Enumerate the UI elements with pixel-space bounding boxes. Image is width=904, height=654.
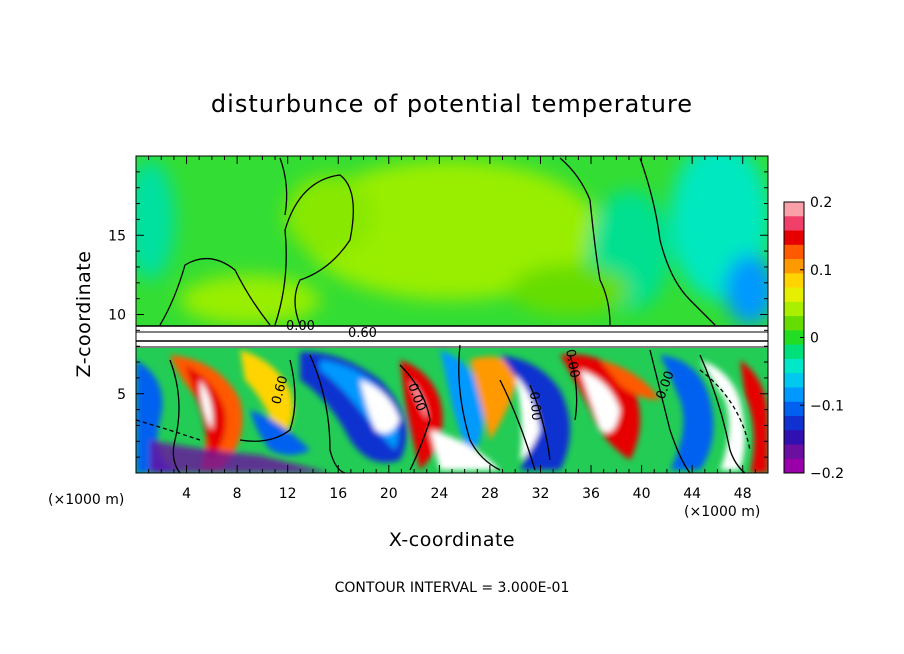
contour-label: 0.00 xyxy=(526,391,543,421)
colorbar-swatch xyxy=(784,358,804,374)
colorbar-swatch xyxy=(784,287,804,303)
chart-title: disturbunce of potential temperature xyxy=(211,90,693,118)
colorbar-swatch xyxy=(784,259,804,274)
x-tick-label: 32 xyxy=(532,486,550,502)
contour-label: 0.60 xyxy=(348,326,377,341)
colorbar-swatch xyxy=(784,202,804,217)
colorbar-tick-label: 0 xyxy=(810,331,819,347)
colorbar-tick-label: −0.2 xyxy=(810,466,844,482)
cloud-layer-band xyxy=(136,326,768,348)
colorbar-labels: 0.2 0.1 0 −0.1 −0.2 xyxy=(800,195,844,482)
y-axis-label: Z-coordinate xyxy=(73,251,95,378)
contour-interval-note: CONTOUR INTERVAL = 3.000E-01 xyxy=(335,580,570,596)
y-tick-label: 5 xyxy=(117,387,126,403)
colorbar-swatch xyxy=(784,373,804,388)
colorbar-swatch xyxy=(784,316,804,331)
x-tick-label: 44 xyxy=(683,486,701,502)
colorbar-swatch xyxy=(784,301,804,317)
colorbar-tick-label: 0.1 xyxy=(810,263,832,279)
y-tick-label: 10 xyxy=(108,308,126,324)
contour-label: 0.00 xyxy=(286,319,315,334)
colorbar-swatch xyxy=(784,344,804,360)
colorbar xyxy=(783,201,805,474)
colorbar-swatch xyxy=(784,216,804,232)
colorbar-swatch xyxy=(784,244,804,260)
contour-label: 0.60 xyxy=(269,374,291,406)
upper-field-blobs xyxy=(136,156,768,325)
x-tick-label: 36 xyxy=(582,486,600,502)
x-axis-ticks: 4 8 12 16 20 24 28 32 36 40 44 48 xyxy=(148,156,756,502)
colorbar-swatch xyxy=(784,230,804,246)
x-tick-label: 24 xyxy=(430,486,448,502)
colorbar-swatch xyxy=(784,387,804,403)
x-tick-label: 4 xyxy=(182,486,191,502)
contour-label: 0.00 xyxy=(562,348,582,379)
colorbar-swatch xyxy=(784,430,804,445)
x-unit-right: (×1000 m) xyxy=(684,504,760,520)
colorbar-swatch xyxy=(784,444,804,460)
colorbar-swatch xyxy=(784,458,804,474)
x-axis-label: X-coordinate xyxy=(389,529,515,551)
x-tick-label: 48 xyxy=(734,486,752,502)
x-tick-label: 28 xyxy=(481,486,499,502)
x-tick-label: 20 xyxy=(380,486,398,502)
x-tick-label: 12 xyxy=(279,486,297,502)
y-tick-label: 15 xyxy=(108,228,126,244)
x-unit-left: (×1000 m) xyxy=(48,492,124,508)
colorbar-tick-label: 0.2 xyxy=(810,195,832,211)
x-tick-label: 16 xyxy=(329,486,347,502)
y-axis-ticks: 5 10 15 xyxy=(108,171,768,458)
x-tick-label: 40 xyxy=(633,486,651,502)
colorbar-swatch xyxy=(784,415,804,431)
plot-area: 0.00 0.60 0.60 0.00 0.00 0.00 0.00 xyxy=(136,156,768,473)
colorbar-swatch xyxy=(784,273,804,289)
x-tick-label: 8 xyxy=(233,486,242,502)
colorbar-swatch xyxy=(784,401,804,417)
colorbar-swatch xyxy=(784,330,804,346)
contour-lines xyxy=(136,157,768,473)
colorbar-tick-label: −0.1 xyxy=(810,398,844,414)
